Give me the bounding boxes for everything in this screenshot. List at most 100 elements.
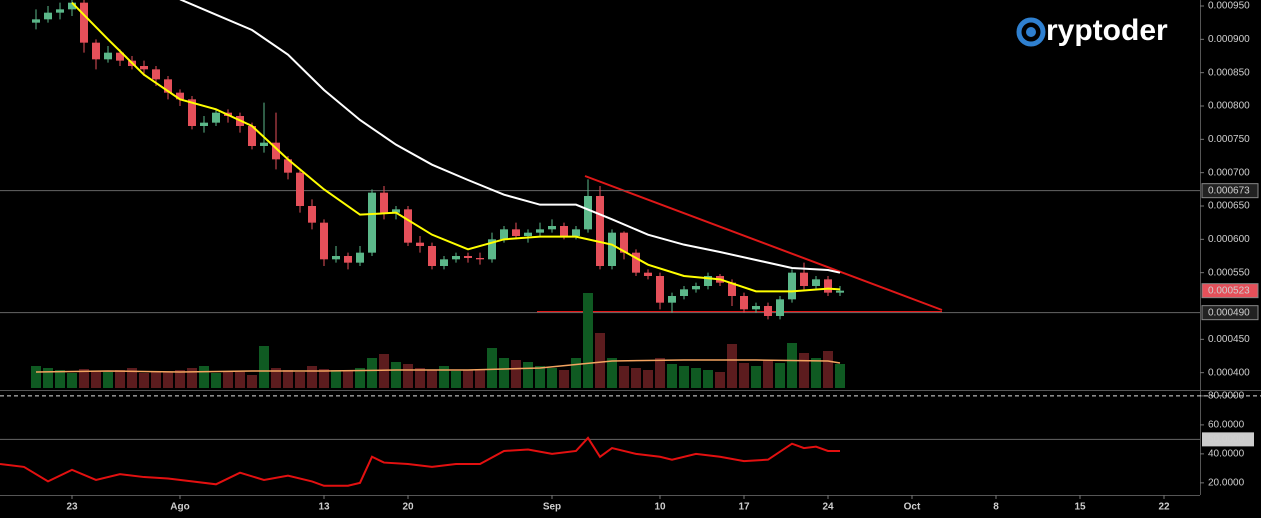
volume-bar	[391, 362, 401, 388]
y-tick-label: 0.000650	[1208, 201, 1250, 212]
candle-body	[632, 252, 640, 273]
x-tick-label: Oct	[904, 502, 921, 513]
volume-bar	[751, 366, 761, 388]
volume-bar	[199, 366, 209, 388]
candle-body	[332, 256, 340, 260]
volume-bar	[283, 370, 293, 388]
logo-icon	[1016, 17, 1046, 47]
x-tick-label: 10	[654, 502, 666, 513]
candle-body	[812, 279, 820, 286]
volume-bar	[343, 371, 353, 388]
volume-bar	[247, 375, 257, 388]
volume-bar	[667, 364, 677, 388]
candle-body	[824, 279, 832, 293]
candle-body	[320, 222, 328, 260]
x-tick-label: 20	[402, 502, 414, 513]
candle-body	[44, 12, 52, 20]
volume-bar	[355, 368, 365, 388]
volume-bar	[463, 370, 473, 388]
volume-bar	[319, 369, 329, 388]
candle-body	[392, 209, 400, 213]
volume-bar	[487, 348, 497, 388]
volume-bar	[607, 358, 617, 388]
volume-bar	[679, 366, 689, 388]
y-tick-label: 40.0000	[1208, 449, 1245, 460]
volume-bar	[499, 358, 509, 388]
volume-bar	[175, 370, 185, 388]
volume-bar	[799, 353, 809, 388]
y-tick-label: 0.000400	[1208, 367, 1250, 378]
candle-body	[284, 159, 292, 173]
y-tick-label: 0.000750	[1208, 134, 1250, 145]
volume-bar	[427, 370, 437, 388]
y-tick-label: 60.0000	[1208, 420, 1245, 431]
candle-body	[788, 272, 796, 300]
logo: ryptoder	[1016, 14, 1168, 47]
volume-bar	[271, 368, 281, 388]
trend-line	[584, 175, 943, 311]
candle-body	[596, 196, 604, 266]
candle-body	[368, 192, 376, 253]
candle-body	[704, 276, 712, 286]
candle-body	[140, 66, 148, 70]
candle-body	[776, 299, 784, 316]
candle-body	[620, 232, 628, 253]
volume-bar	[223, 371, 233, 388]
candle-body	[404, 209, 412, 243]
volume-bar	[151, 371, 161, 388]
candle-body	[584, 196, 592, 230]
y-tick-label: 0.000600	[1208, 234, 1250, 245]
level-label: 50.0000	[1208, 434, 1245, 445]
candle-body	[356, 252, 364, 263]
moving-average	[71, 1, 841, 293]
candle-body	[176, 92, 184, 100]
x-tick-label: 13	[318, 502, 330, 513]
y-tick-label: 80.0000	[1208, 391, 1245, 402]
candle-body	[668, 296, 676, 303]
y-tick-label: 0.000450	[1208, 334, 1250, 345]
candle-body	[536, 229, 544, 233]
x-tick-label: 22	[1158, 502, 1170, 513]
x-tick-label: Ago	[170, 502, 189, 513]
volume-bar	[91, 371, 101, 388]
volume-bar	[787, 343, 797, 388]
candle-body	[488, 239, 496, 260]
candle-body	[560, 226, 568, 236]
candle-body	[728, 282, 736, 296]
volume-bar	[331, 370, 341, 388]
level-box	[1202, 432, 1254, 447]
volume-bar	[55, 370, 65, 388]
volume-bar	[127, 368, 137, 388]
candle-body	[572, 229, 580, 236]
volume-bar	[775, 363, 785, 388]
x-tick-label: 24	[822, 502, 834, 513]
candle-body	[440, 259, 448, 266]
candle-body	[836, 290, 844, 293]
x-tick-label: 23	[66, 502, 78, 513]
volume-bar	[571, 358, 581, 388]
y-tick-label: 0.000800	[1208, 101, 1250, 112]
candle-body	[548, 226, 556, 230]
candle-body	[512, 229, 520, 236]
price-label: 0.000490	[1208, 307, 1250, 318]
volume-bar	[559, 370, 569, 388]
candle-body	[200, 122, 208, 126]
candle-body	[296, 172, 304, 206]
volume-bar	[259, 346, 269, 388]
candle-body	[248, 126, 256, 146]
candle-body	[752, 306, 760, 310]
volume-bar	[595, 333, 605, 388]
volume-bar	[31, 366, 41, 388]
volume-bar	[523, 362, 533, 388]
price-label: 0.000673	[1208, 185, 1250, 196]
volume-bar	[703, 370, 713, 388]
candle-body	[464, 256, 472, 258]
x-tick-label: 17	[738, 502, 750, 513]
volume-bar	[67, 373, 77, 388]
volume-bar	[415, 368, 425, 388]
volume-bar	[403, 364, 413, 388]
volume-bar	[115, 370, 125, 388]
volume-bar	[631, 368, 641, 388]
candle-body	[68, 2, 76, 10]
